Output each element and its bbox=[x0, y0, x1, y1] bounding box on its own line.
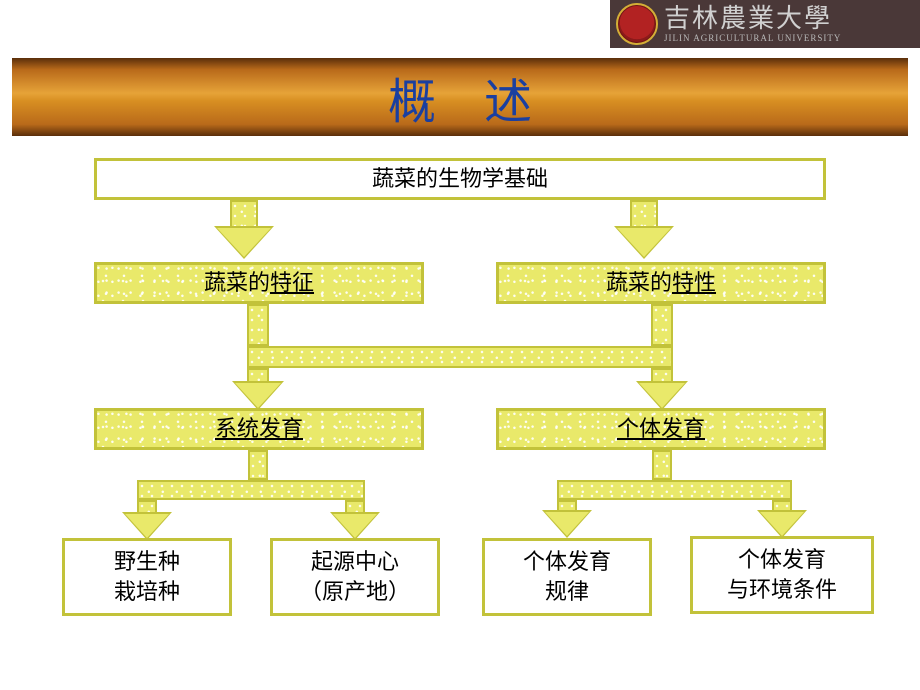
university-name-cn: 吉林農業大學 bbox=[664, 6, 841, 32]
university-name: 吉林農業大學 JILIN AGRICULTURAL UNIVERSITY bbox=[664, 6, 841, 43]
flowchart: 蔬菜的生物学基础蔬菜的特征蔬菜的特性系统发育个体发育野生种 栽培种起源中心 （原… bbox=[12, 150, 908, 680]
university-name-en: JILIN AGRICULTURAL UNIVERSITY bbox=[664, 34, 841, 43]
slide-title-bar: 概述 bbox=[12, 58, 908, 136]
slide-title: 概述 bbox=[340, 62, 580, 132]
university-logo-strip: 吉林農業大學 JILIN AGRICULTURAL UNIVERSITY bbox=[610, 0, 920, 48]
university-seal-icon bbox=[616, 3, 658, 45]
arrow-split-1 bbox=[12, 150, 908, 680]
